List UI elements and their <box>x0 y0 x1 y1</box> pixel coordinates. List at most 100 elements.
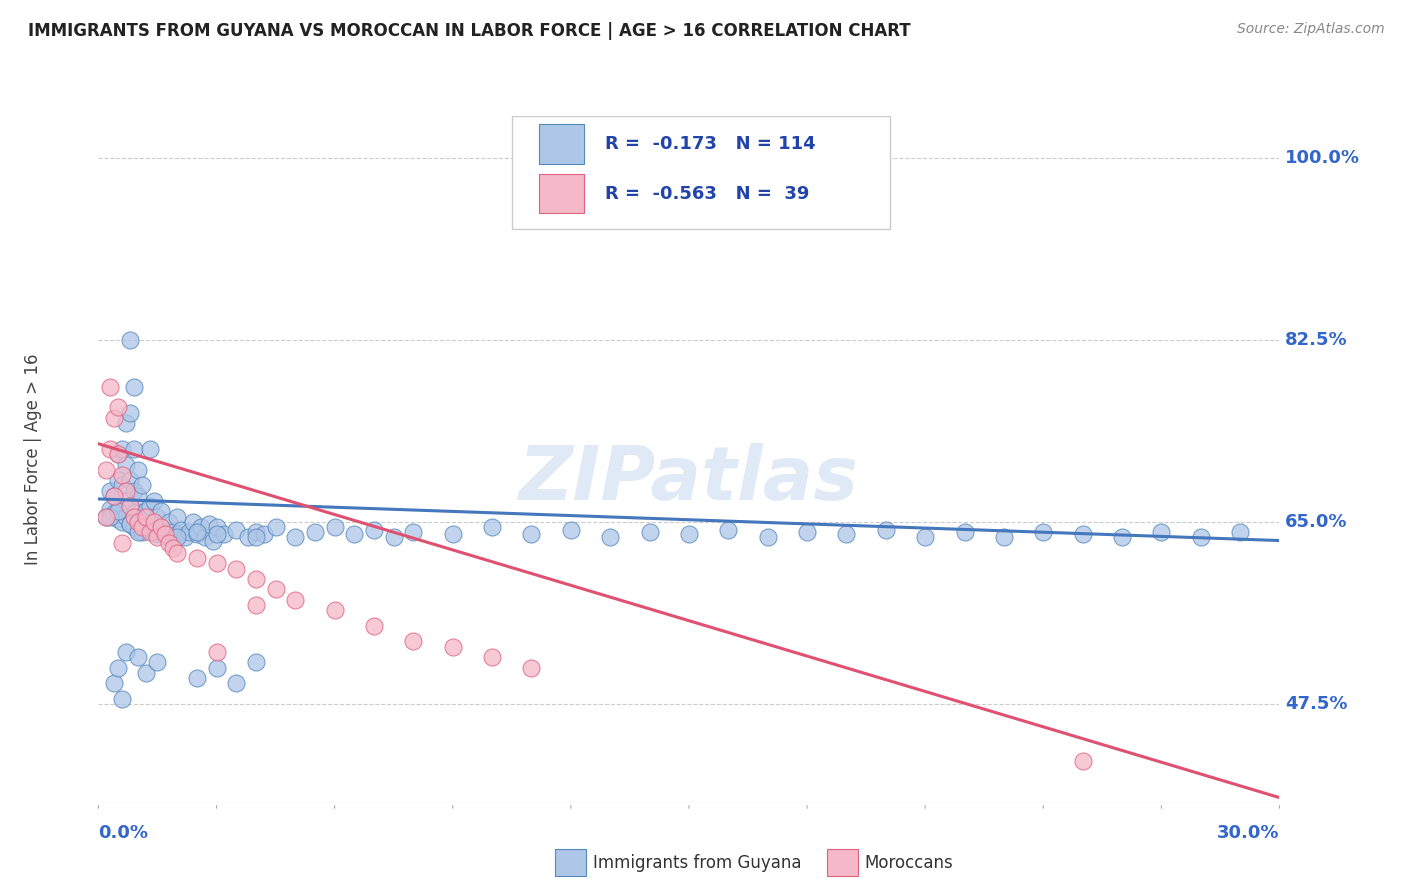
Point <box>1189 530 1212 544</box>
Point <box>363 523 385 537</box>
Point <box>402 634 425 648</box>
Point <box>1071 527 1094 541</box>
Point <box>197 516 219 531</box>
Point <box>166 509 188 524</box>
Point <box>186 527 208 541</box>
Point <box>103 676 125 690</box>
Point <box>205 527 228 541</box>
Bar <box>538 174 583 213</box>
Bar <box>538 124 583 164</box>
Point <box>118 333 141 347</box>
Point <box>138 523 160 537</box>
Point <box>127 489 149 503</box>
Point <box>107 401 129 415</box>
Point <box>174 530 197 544</box>
Point <box>177 525 200 540</box>
Point <box>111 515 134 529</box>
Point <box>214 527 236 541</box>
Point <box>166 546 188 560</box>
Point <box>245 572 267 586</box>
Point <box>150 520 173 534</box>
Point <box>138 442 160 456</box>
Point <box>111 467 134 482</box>
Point <box>157 515 180 529</box>
Point <box>115 494 138 508</box>
Point <box>186 525 208 540</box>
Text: 82.5%: 82.5% <box>1285 331 1348 349</box>
Point <box>678 527 700 541</box>
Point <box>115 483 138 498</box>
Point <box>135 509 157 524</box>
Point <box>98 509 121 524</box>
Point <box>875 523 897 537</box>
Point <box>103 489 125 503</box>
Text: 47.5%: 47.5% <box>1285 695 1348 713</box>
Point <box>142 525 165 540</box>
Point <box>225 562 247 576</box>
Point <box>599 530 621 544</box>
FancyBboxPatch shape <box>512 116 890 229</box>
Point <box>146 527 169 541</box>
Point <box>103 489 125 503</box>
Point <box>481 650 503 665</box>
Point <box>284 592 307 607</box>
Point <box>1032 525 1054 540</box>
Point <box>122 520 145 534</box>
Point <box>1150 525 1173 540</box>
Point <box>343 527 366 541</box>
Text: In Labor Force | Age > 16: In Labor Force | Age > 16 <box>24 353 42 566</box>
Point <box>441 527 464 541</box>
Point <box>131 515 153 529</box>
Point <box>118 473 141 487</box>
Point <box>150 504 173 518</box>
Point <box>993 530 1015 544</box>
Point <box>111 442 134 456</box>
Point <box>253 527 276 541</box>
Point <box>107 447 129 461</box>
Text: 65.0%: 65.0% <box>1285 513 1348 531</box>
Point <box>1071 754 1094 768</box>
Point <box>796 525 818 540</box>
Point <box>138 525 160 540</box>
Point <box>304 525 326 540</box>
Point <box>170 523 193 537</box>
Point <box>245 655 267 669</box>
Point <box>115 509 138 524</box>
Point <box>155 525 177 540</box>
Point <box>98 483 121 498</box>
Point <box>138 500 160 514</box>
Point <box>264 520 287 534</box>
Text: Immigrants from Guyana: Immigrants from Guyana <box>593 854 801 871</box>
Point <box>264 582 287 597</box>
Point <box>186 551 208 566</box>
Text: R =  -0.173   N = 114: R = -0.173 N = 114 <box>605 135 815 153</box>
Point <box>127 515 149 529</box>
Point <box>115 458 138 472</box>
Text: Moroccans: Moroccans <box>865 854 953 871</box>
Point <box>146 655 169 669</box>
Point <box>111 478 134 492</box>
Point <box>142 515 165 529</box>
Point <box>835 527 858 541</box>
Point <box>107 660 129 674</box>
Text: IMMIGRANTS FROM GUYANA VS MOROCCAN IN LABOR FORCE | AGE > 16 CORRELATION CHART: IMMIGRANTS FROM GUYANA VS MOROCCAN IN LA… <box>28 22 911 40</box>
Point <box>122 507 145 521</box>
Point <box>127 523 149 537</box>
Point <box>323 520 346 534</box>
Point <box>638 525 661 540</box>
Point <box>245 525 267 540</box>
Point <box>118 500 141 514</box>
Point <box>481 520 503 534</box>
Point <box>118 516 141 531</box>
Point <box>135 504 157 518</box>
Point <box>1111 530 1133 544</box>
Point <box>122 483 145 498</box>
Point <box>146 523 169 537</box>
Point <box>205 557 228 571</box>
Point <box>107 504 129 518</box>
Point <box>953 525 976 540</box>
Point <box>98 379 121 393</box>
Text: 100.0%: 100.0% <box>1285 149 1361 167</box>
Point <box>205 520 228 534</box>
Text: 0.0%: 0.0% <box>98 823 149 842</box>
